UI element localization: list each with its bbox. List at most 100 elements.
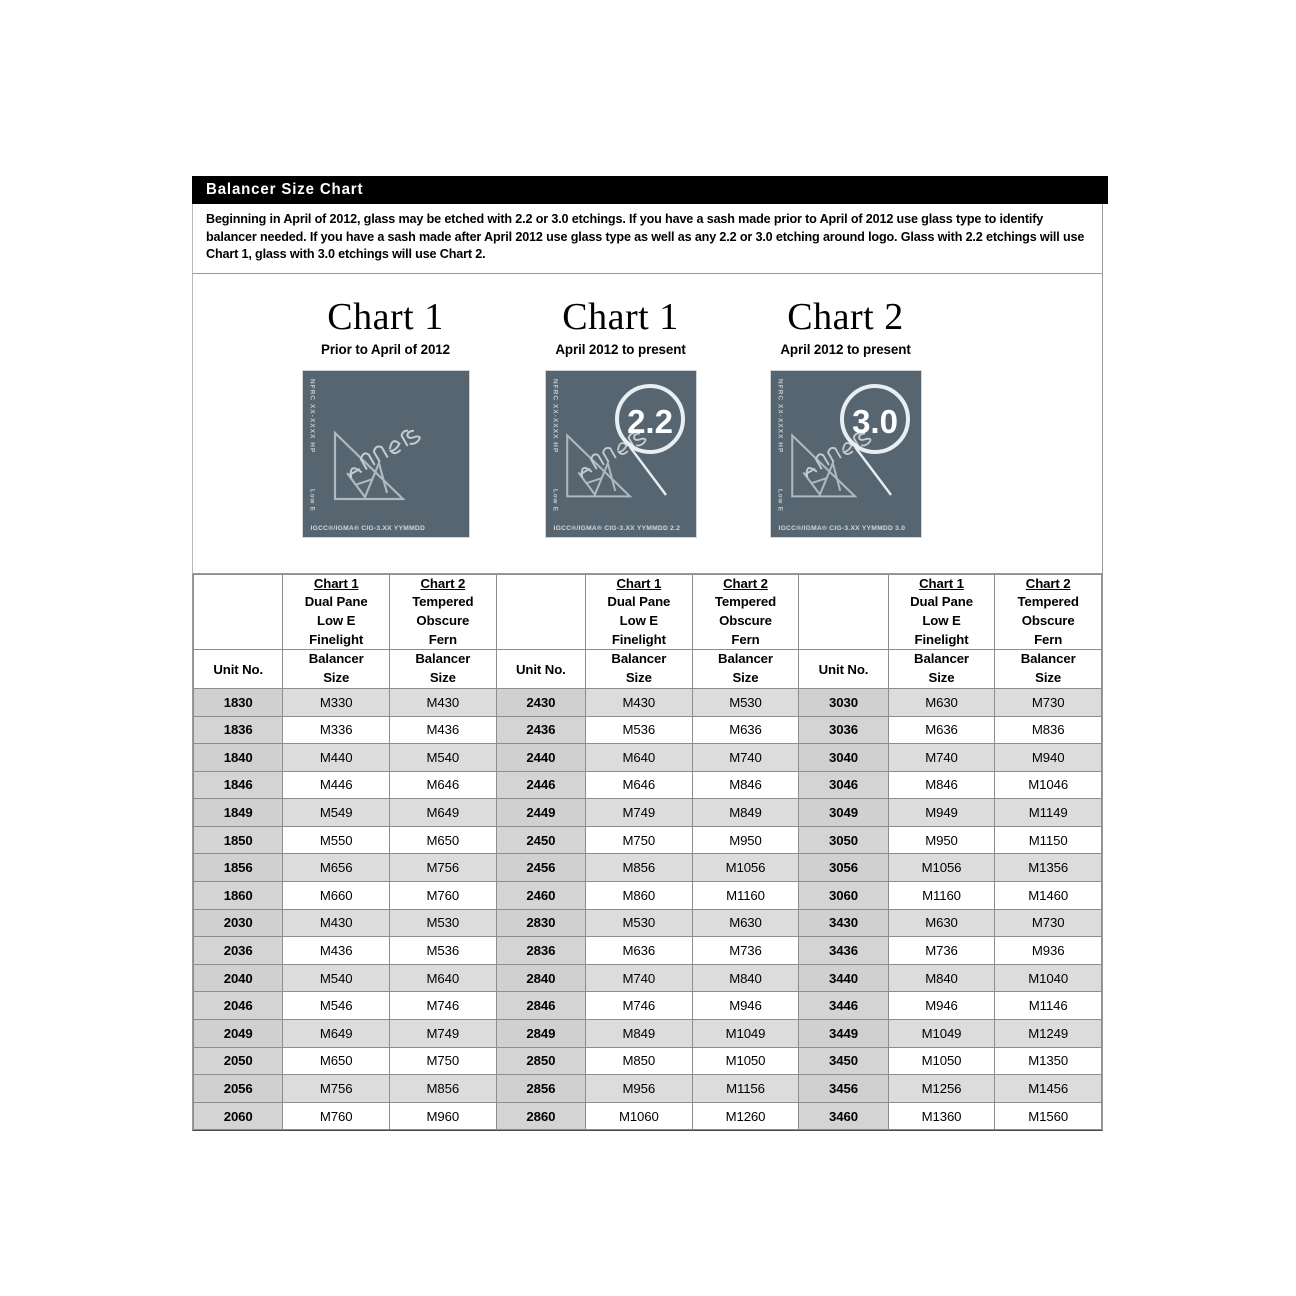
cell-balancer-size: M1149 bbox=[994, 798, 1102, 827]
cell-balancer-size: M940 bbox=[994, 743, 1102, 772]
cell-balancer-size: M649 bbox=[282, 1019, 391, 1048]
header-blank-3 bbox=[798, 573, 889, 651]
cell-unit-no: 3050 bbox=[798, 825, 889, 855]
table-row: 1830 M330 M430 2430 M430 M530 3030 M630 M730 bbox=[192, 687, 1102, 717]
cell-balancer-size: M536 bbox=[585, 715, 693, 745]
table-header-row-columns: Unit No. Balancer Size Balancer Size Uni… bbox=[192, 649, 1102, 689]
chart-panel-subheading: April 2012 to present bbox=[555, 342, 686, 358]
low-e-label: Low E bbox=[308, 488, 316, 512]
cell-unit-no: 3436 bbox=[798, 936, 889, 965]
glass-line-2: Low E bbox=[922, 612, 961, 628]
glass-etching-image-wrap: NFRC XX-XXXX HP Low E IGCC®/IGMA® CIG-3.… bbox=[268, 371, 503, 538]
chart-panel-heading: Chart 2 bbox=[787, 295, 904, 338]
glass-line-3: Fern bbox=[1034, 631, 1063, 647]
cell-balancer-size: M1156 bbox=[691, 1074, 800, 1103]
table-row: 2036 M436 M536 2836 M636 M736 3436 M736 M936 bbox=[192, 936, 1102, 965]
nfrc-label: NFRC XX-XXXX HP bbox=[551, 379, 559, 454]
cell-balancer-size: M1356 bbox=[994, 853, 1102, 883]
document-title-bar: Balancer Size Chart bbox=[192, 176, 1108, 204]
cell-unit-no: 3450 bbox=[798, 1046, 889, 1076]
cell-balancer-size: M1360 bbox=[887, 1101, 996, 1131]
cell-balancer-size: M860 bbox=[585, 881, 693, 910]
chart-panels-band: Chart 1 Prior to April of 2012 NFRC XX-X… bbox=[192, 273, 1103, 574]
chart-panel-heading: Chart 1 bbox=[562, 295, 679, 338]
cell-unit-no: 3049 bbox=[798, 798, 889, 827]
header-group3-chart2: Chart 2 Tempered Obscure Fern bbox=[994, 573, 1102, 651]
cell-balancer-size: M1040 bbox=[994, 963, 1102, 993]
cell-balancer-size: M430 bbox=[282, 908, 391, 938]
cell-balancer-size: M846 bbox=[887, 770, 996, 800]
table-row: 1849 M549 M649 2449 M749 M849 3049 M949 M1149 bbox=[192, 798, 1102, 827]
cell-balancer-size: M1460 bbox=[994, 881, 1102, 910]
cell-unit-no: 2449 bbox=[495, 798, 587, 827]
cell-balancer-size: M750 bbox=[585, 825, 693, 855]
glass-line-3: Fern bbox=[428, 631, 457, 647]
chart-panel-2: Chart 1 April 2012 to present NFRC XX-XX… bbox=[513, 274, 728, 538]
cell-unit-no: 3460 bbox=[798, 1101, 889, 1131]
glass-line-3: Fern bbox=[731, 631, 760, 647]
cell-unit-no: 1860 bbox=[192, 881, 284, 910]
chart-label: Chart 2 bbox=[1025, 575, 1071, 591]
andersen-logo-icon bbox=[333, 430, 421, 501]
cell-balancer-size: M936 bbox=[994, 936, 1102, 965]
glass-line-2: Obscure bbox=[416, 612, 470, 628]
cell-balancer-size: M636 bbox=[691, 715, 800, 745]
cell-balancer-size: M646 bbox=[389, 770, 497, 800]
cell-unit-no: 3456 bbox=[798, 1074, 889, 1103]
cell-balancer-size: M1049 bbox=[691, 1019, 800, 1048]
cell-balancer-size: M436 bbox=[282, 936, 391, 965]
cell-balancer-size: M946 bbox=[887, 991, 996, 1021]
table-row: 1856 M656 M756 2456 M856 M1056 3056 M1056 M1356 bbox=[192, 853, 1102, 883]
cell-unit-no: 2046 bbox=[192, 991, 284, 1021]
cell-balancer-size: M636 bbox=[887, 715, 996, 745]
cell-balancer-size: M736 bbox=[887, 936, 996, 965]
cell-balancer-size: M846 bbox=[691, 770, 800, 800]
cell-balancer-size: M530 bbox=[389, 908, 497, 938]
header-balancer-size-2: Balancer Size bbox=[389, 649, 497, 689]
table-row: 1846 M446 M646 2446 M646 M846 3046 M846 M1046 bbox=[192, 770, 1102, 800]
cell-unit-no: 2456 bbox=[495, 853, 587, 883]
chart-label: Chart 2 bbox=[723, 575, 768, 591]
cell-balancer-size: M540 bbox=[282, 963, 391, 993]
etching-magnifier-icon: 2.2 bbox=[614, 384, 685, 497]
header-balancer-size-5: Balancer Size bbox=[887, 649, 996, 689]
chart-label: Chart 1 bbox=[616, 575, 662, 591]
cell-balancer-size: M1046 bbox=[994, 770, 1102, 800]
andersen-logo-icon bbox=[790, 432, 871, 498]
chart-panel-heading: Chart 1 bbox=[327, 295, 444, 338]
cell-unit-no: 2440 bbox=[495, 743, 587, 772]
glass-line-1: Dual Pane bbox=[304, 594, 368, 610]
header-balancer-size-6: Balancer Size bbox=[994, 649, 1102, 689]
cell-unit-no: 2430 bbox=[495, 687, 587, 717]
header-group3-chart1: Chart 1 Dual Pane Low E Finelight bbox=[887, 573, 996, 651]
cell-balancer-size: M640 bbox=[585, 743, 693, 772]
nfrc-label: NFRC XX-XXXX HP bbox=[776, 379, 784, 454]
cell-unit-no: 2836 bbox=[495, 936, 587, 965]
header-group1-chart2: Chart 2 Tempered Obscure Fern bbox=[389, 573, 497, 651]
cell-balancer-size: M630 bbox=[691, 908, 800, 938]
header-blank-2 bbox=[495, 573, 587, 651]
cell-balancer-size: M550 bbox=[282, 825, 391, 855]
cell-balancer-size: M950 bbox=[691, 825, 800, 855]
cell-unit-no: 2050 bbox=[192, 1046, 284, 1076]
page-title: Balancer Size Chart bbox=[206, 181, 364, 198]
cell-balancer-size: M749 bbox=[389, 1019, 497, 1048]
cell-unit-no: 3056 bbox=[798, 853, 889, 883]
cell-balancer-size: M736 bbox=[691, 936, 800, 965]
cell-balancer-size: M630 bbox=[887, 687, 996, 717]
cell-balancer-size: M656 bbox=[282, 853, 391, 883]
header-unit-no-1: Unit No. bbox=[192, 649, 284, 689]
cell-unit-no: 1856 bbox=[192, 853, 284, 883]
header-group2-chart2: Chart 2 Tempered Obscure Fern bbox=[691, 573, 800, 651]
cell-balancer-size: M760 bbox=[389, 881, 497, 910]
glass-etching-image-1: NFRC XX-XXXX HP Low E IGCC®/IGMA® CIG-3.… bbox=[302, 371, 469, 538]
cell-balancer-size: M1256 bbox=[887, 1074, 996, 1103]
balancer-word: Balancer bbox=[611, 651, 667, 667]
table-row: 2049 M649 M749 2849 M849 M1049 3449 M1049 M1249 bbox=[192, 1019, 1102, 1048]
size-word: Size bbox=[429, 670, 456, 686]
cell-balancer-size: M850 bbox=[585, 1046, 693, 1076]
cell-balancer-size: M840 bbox=[887, 963, 996, 993]
header-unit-no-2: Unit No. bbox=[495, 649, 587, 689]
header-group1-chart1: Chart 1 Dual Pane Low E Finelight bbox=[282, 573, 391, 651]
cell-balancer-size: M1150 bbox=[994, 825, 1102, 855]
